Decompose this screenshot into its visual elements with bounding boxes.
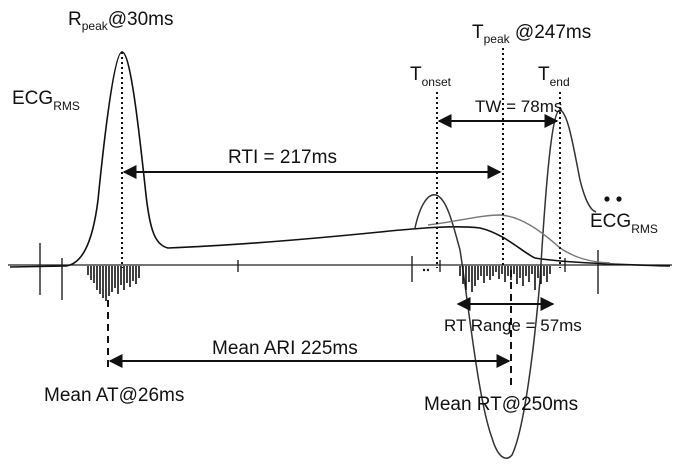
tw-label: TW = 78ms — [475, 97, 562, 116]
ecg-rms-label: ECGRMS — [12, 88, 80, 113]
t-peak-label: Tpeak @247ms — [472, 22, 591, 46]
ecg-rms-ddot-label: ECGRMS — [590, 211, 658, 236]
t-onset-label: Tonset — [410, 64, 452, 89]
mean-rt-label: Mean RT@250ms — [424, 394, 578, 415]
dotted-guides — [121, 48, 561, 268]
ddot-marks — [604, 196, 622, 202]
ecg-rms-ddot-trace — [414, 109, 597, 459]
ecg-rms-trace — [9, 51, 671, 268]
r-peak-label: Rpeak@30ms — [68, 9, 174, 33]
rti-label: RTI = 217ms — [228, 147, 337, 168]
rt-range-label: RT Range = 57ms — [444, 316, 582, 335]
activation-bars — [87, 266, 140, 301]
t-end-label: Tend — [538, 64, 570, 89]
mean-ari-label: Mean ARI 225ms — [212, 338, 358, 359]
dashed-guides — [107, 270, 512, 385]
baseline-ticks — [39, 243, 599, 300]
mean-at-label: Mean AT@26ms — [44, 385, 184, 406]
recovery-bars — [459, 266, 551, 292]
t-wave-trace — [427, 214, 611, 264]
small-dots — [422, 268, 430, 272]
